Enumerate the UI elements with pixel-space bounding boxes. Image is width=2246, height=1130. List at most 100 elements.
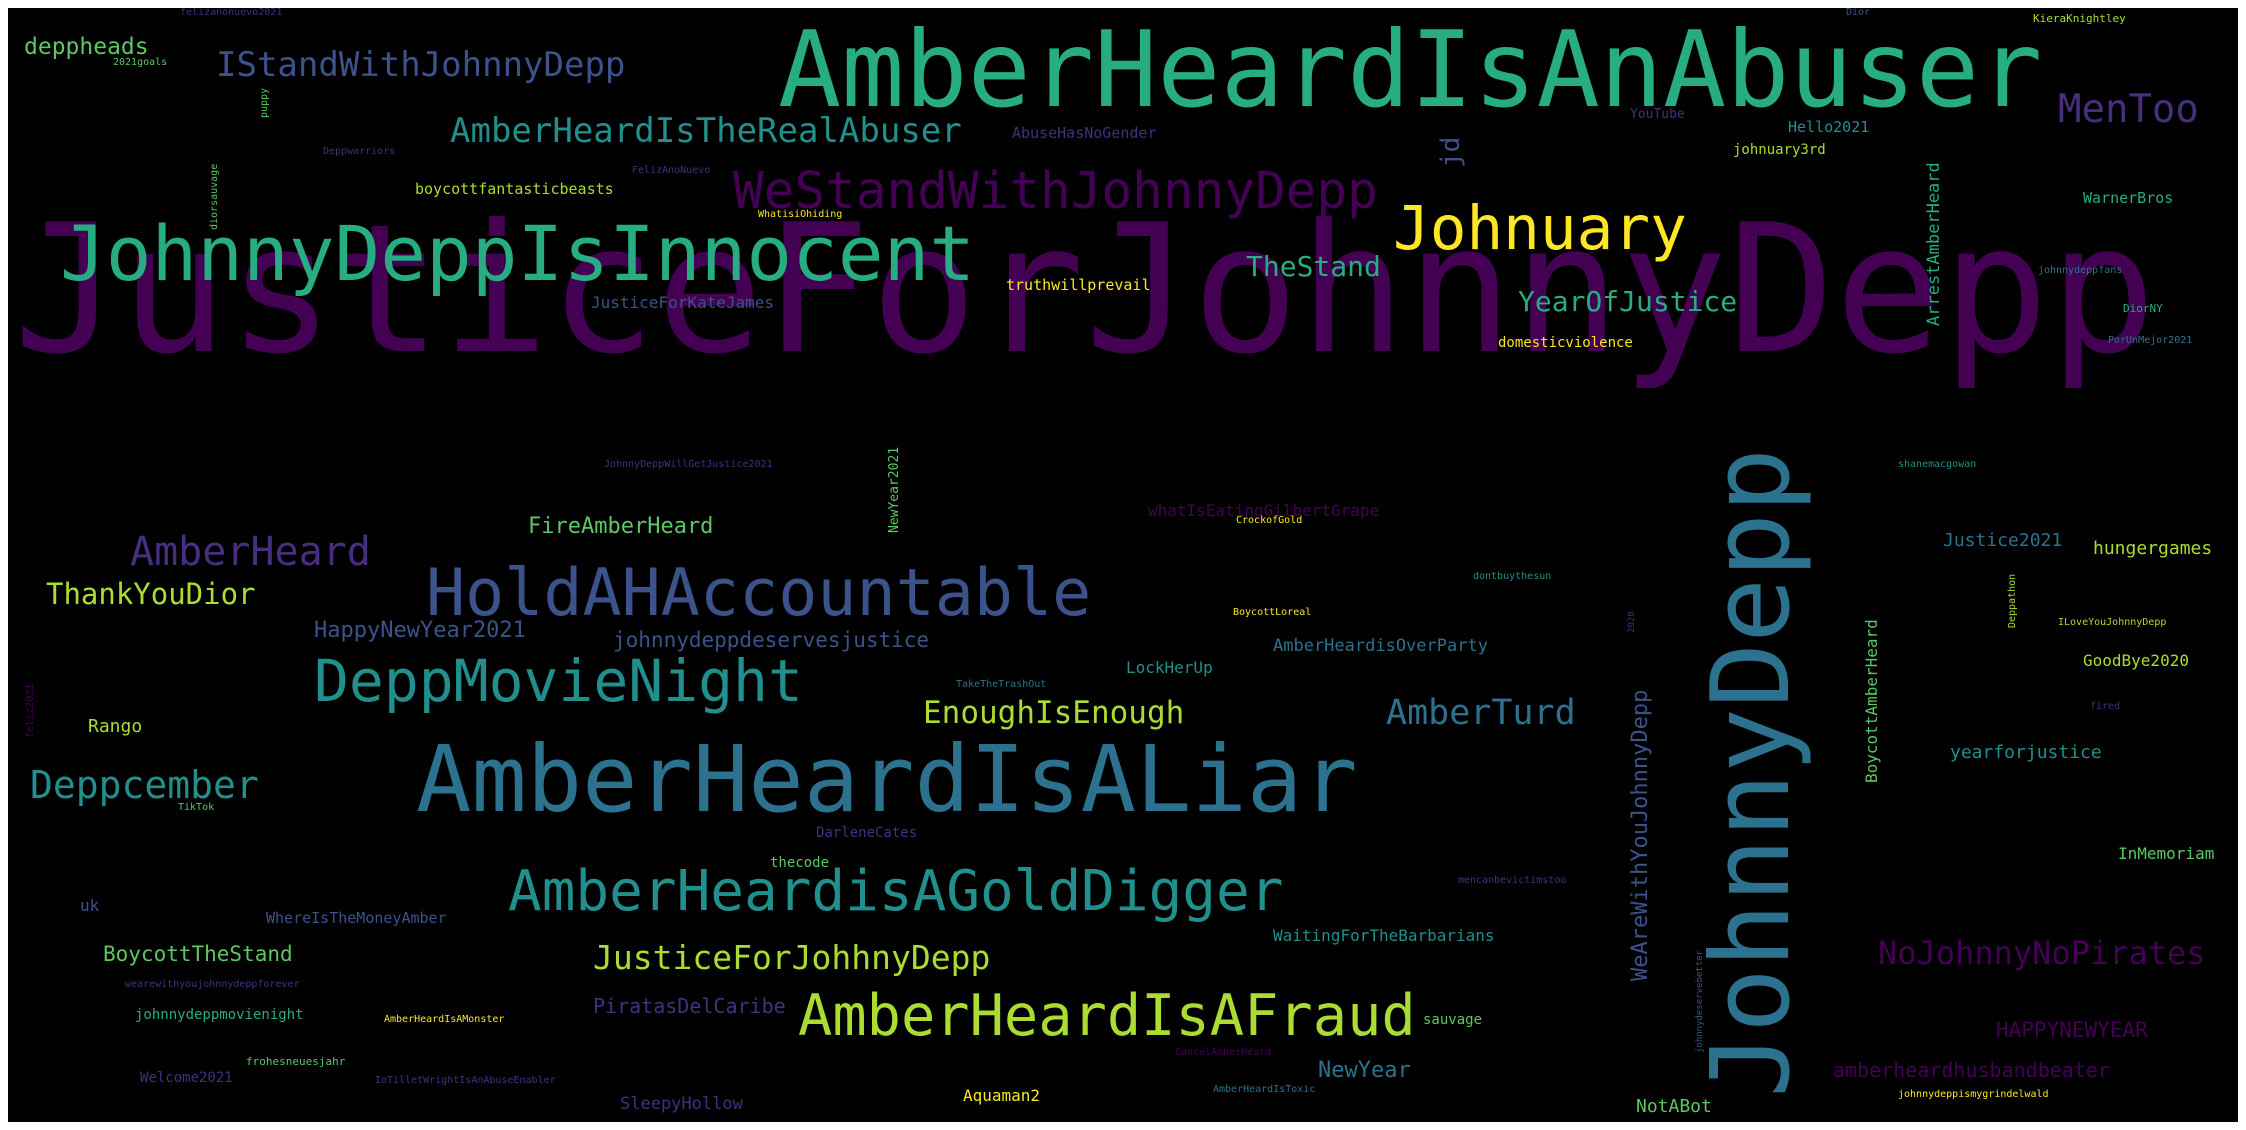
word-aquaman2: Aquaman2	[963, 1086, 1041, 1105]
word-amberheardistherealabuser: AmberHeardIsTheRealAbuser	[450, 111, 962, 151]
word-arrestamberheard: ArrestAmberHeard	[1924, 162, 1944, 326]
word-dior: Dior	[1846, 8, 1871, 18]
word-hello2021: Hello2021	[1788, 118, 1870, 136]
word-amberheardisoverparty: AmberHeardisOverParty	[1273, 636, 1488, 656]
word-johnnydeppfans: johnnydeppfans	[2038, 265, 2123, 276]
word-justice2021: Justice2021	[1943, 530, 2063, 551]
word-amberheardisaliar: AmberHeardIsALiar	[416, 726, 1358, 833]
word-yearofjustice: YearOfJustice	[1518, 285, 1738, 318]
word-rango: Rango	[88, 716, 143, 737]
word-newyear: NewYear	[1318, 1058, 1411, 1083]
word-waitingforthebarbarians: WaitingForTheBarbarians	[1273, 926, 1495, 945]
word-piratasdelcaribe: PiratasDelCaribe	[593, 994, 786, 1018]
word-newyear2021: NewYear2021	[887, 446, 902, 533]
word-notabot: NotABot	[1636, 1096, 1712, 1117]
word-happynewyear: HAPPYNEWYEAR	[1996, 1018, 2148, 1042]
word-amberheardhusbandbeater: amberheardhusbandbeater	[1833, 1058, 2110, 1082]
word-amberheard: AmberHeard	[130, 529, 371, 575]
word-johnnydeppisinnocent: JohnnyDeppIsInnocent	[60, 209, 976, 298]
word-boycottfantasticbeasts: boycottfantasticbeasts	[415, 180, 614, 198]
word-fireamberheard: FireAmberHeard	[528, 514, 714, 539]
word-domesticviolence: domesticviolence	[1498, 335, 1633, 351]
word-holdahaccountable: HoldAHAccountable	[426, 556, 1092, 631]
word-johnnydepp: JohnnyDepp	[1689, 447, 1814, 1098]
word-diorsauvage: diorsauvage	[209, 163, 220, 230]
word-felizanonuevo: FelizAnoNuevo	[632, 165, 711, 176]
word-istandwithjohnnydepp: IStandWithJohnnyDepp	[216, 45, 626, 85]
word-enoughisenough: EnoughIsEnough	[923, 695, 1185, 731]
word-warnerbros: WarnerBros	[2083, 189, 2174, 207]
word-deppathon: Deppathon	[2007, 573, 2018, 628]
word-youtube: YouTube	[1630, 107, 1685, 122]
word-mentoo: MenToo	[2058, 87, 2199, 132]
word-johnnydeppwillgetjustice2021: JohnnyDeppWillGetJustice2021	[604, 459, 773, 470]
word-goodbye2020: GoodBye2020	[2083, 651, 2189, 670]
word-hungergames: hungergames	[2093, 538, 2213, 559]
word-thestand: TheStand	[1246, 250, 1381, 283]
word-deppheads: deppheads	[24, 34, 149, 60]
word-truthwillprevail: truthwillprevail	[1006, 276, 1151, 294]
word-2021goals: 2021goals	[113, 57, 168, 68]
word-amberheardisagolddigger: AmberHeardisAGoldDigger	[508, 859, 1284, 924]
word-whereisthemoneyamber: WhereIsTheMoneyAmber	[266, 909, 447, 927]
word-amberheardisamonster: AmberHeardIsAMonster	[384, 1014, 505, 1025]
word-taketheTrashout: TakeTheTrashOut	[956, 679, 1047, 690]
word-boycottthestand: BoycottTheStand	[103, 942, 293, 966]
word-justiceforkatejames: JusticeForKateJames	[591, 293, 775, 312]
word-fired: fired	[2090, 701, 2121, 712]
word-puppy: puppy	[259, 87, 270, 118]
word-johnnydeppmovienight: johnnydeppmovienight	[135, 1007, 304, 1023]
word-whatisiohiding: WhatisiOhiding	[758, 209, 843, 220]
word-johnnydeppdeservesjustice: johnnydeppdeservesjustice	[613, 628, 930, 652]
word-tiktok: TikTok	[178, 802, 215, 813]
word-kieraknightley: KieraKnightley	[2033, 12, 2126, 25]
word-mencanbevictimstoo: mencanbevictimstoo	[1458, 875, 1567, 886]
word-felizanonuevo2021: felizanonuevo2021	[180, 8, 283, 18]
word-amberheardisafraud: AmberHeardIsAFraud	[798, 983, 1416, 1049]
word-crockofgold: CrockofGold	[1236, 515, 1303, 526]
word-thankyoudior: ThankYouDior	[46, 577, 256, 611]
word-deppcember: Deppcember	[30, 763, 259, 807]
word-dontbuythesun: dontbuythesun	[1473, 571, 1552, 582]
word-happynewyear2021: HappyNewYear2021	[314, 618, 526, 643]
word-iotilletwrightisanabuseenabler: IoTilletWrightIsAnAbuseEnabler	[375, 1075, 556, 1086]
word-feliz2021: feliz2021	[25, 683, 36, 738]
word-inmemoriam: InMemoriam	[2118, 844, 2215, 863]
word-lockherup: LockHerUp	[1126, 658, 1213, 677]
word-yearforjustice: yearforjustice	[1950, 742, 2102, 763]
word-amberturd: AmberTurd	[1386, 693, 1576, 733]
word-thecode: thecode	[770, 855, 830, 871]
word-justiceforjohhnydepp: JusticeForJohhnyDepp	[593, 938, 991, 977]
word-amberheardistoxic: AmberHeardIsToxic	[1213, 1084, 1316, 1095]
word-deppwarriors: Deppwarriors	[323, 146, 396, 157]
word-darlenecates: DarleneCates	[816, 825, 918, 841]
word-johnnydeservebetter: johnnydeservebetter	[1695, 950, 1705, 1053]
word-diorny: DiorNY	[2123, 302, 2163, 315]
word-porunmejor2021: PorUnMejor2021	[2108, 335, 2193, 346]
word-jd: jd	[1436, 136, 1466, 168]
word-justiceforjohnnydepp: JusticeForJohnnyDepp	[13, 186, 2157, 393]
word-deppmovienight: DeppMovieNight	[314, 647, 803, 715]
word-johnuary3rd: johnuary3rd	[1733, 142, 1826, 158]
word-wearewithyoujohnnydeppforever: wearewithyoujohnnydeppforever	[125, 979, 300, 990]
word-shanemacgowan: shanemacgowan	[1898, 459, 1977, 470]
word-sauvage: sauvage	[1423, 1012, 1483, 1028]
word-welcome2021: Welcome2021	[140, 1070, 233, 1086]
word-amberheardisanabuser: AmberHeardIsAnAbuser	[778, 9, 2043, 131]
word-abusehasnogender: AbuseHasNoGender	[1012, 124, 1157, 142]
word-cancelamberheard: CancelAmberHeard	[1175, 1047, 1272, 1058]
word-2020: 2020	[1627, 611, 1637, 633]
word-iloveyoujohnnydepp: ILoveYouJohnnyDepp	[2058, 617, 2167, 628]
word-sleepyhollow: SleepyHollow	[620, 1094, 743, 1114]
word-nojohnnynopirates: NoJohnnyNoPirates	[1878, 934, 2206, 972]
word-johnuary: Johnuary	[1393, 193, 1687, 264]
word-wearewithyoujohnnydepp: WeAreWithYouJohnnyDepp	[1628, 689, 1653, 981]
word-uk: uk	[80, 896, 100, 915]
word-boycottamberheard: BoycottAmberHeard	[1862, 619, 1881, 783]
word-cloud: JusticeForJohnnyDepp AmberHeardIsAnAbuse…	[8, 8, 2238, 1122]
word-boycottloreal: BoycottLoreal	[1233, 607, 1312, 618]
word-frohesneuesjahr: frohesneuesjahr	[246, 1055, 346, 1068]
word-westandwithjohnnydepp: WeStandWithJohnnyDepp	[733, 162, 1378, 221]
word-whatiseatinggilbertgrape: whatIsEatingGilbertGrape	[1148, 501, 1380, 520]
word-johnnydeppismygrindelwald: johnnydeppismygrindelwald	[1898, 1089, 2049, 1100]
